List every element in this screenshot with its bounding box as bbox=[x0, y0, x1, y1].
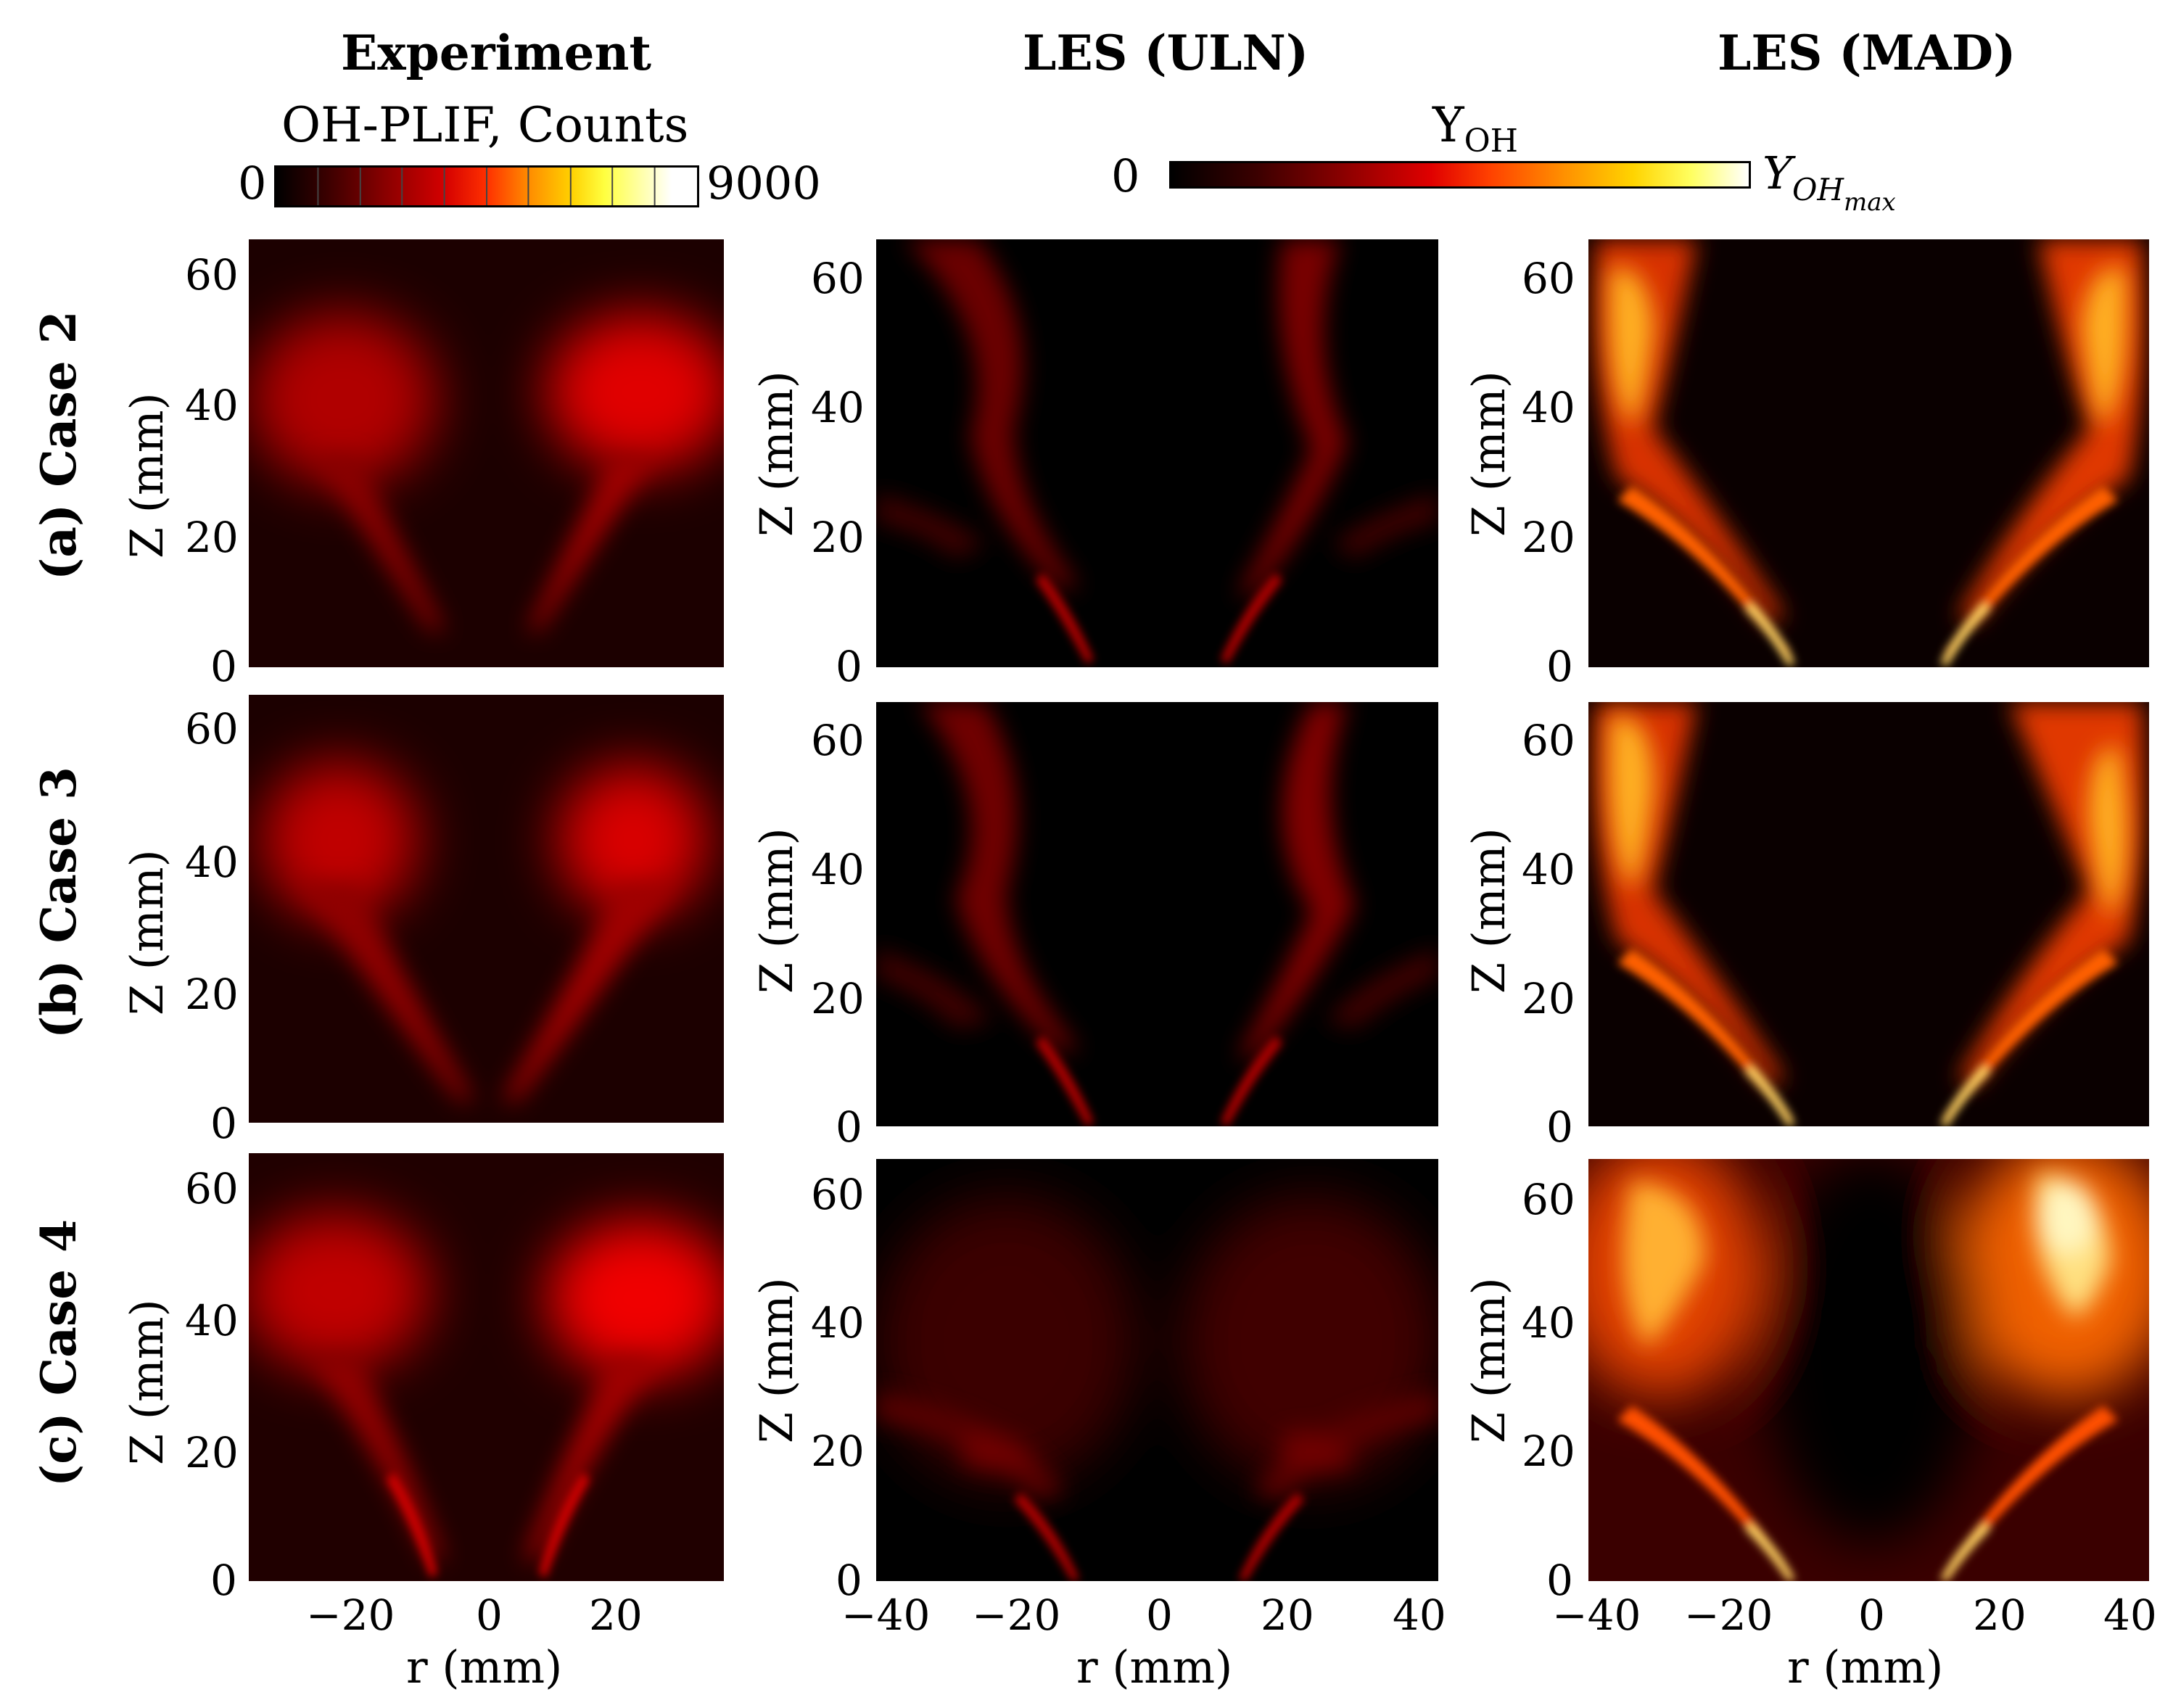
ylabel-uln-r2: Z (mm) bbox=[750, 828, 803, 994]
panel-experiment-case-2 bbox=[249, 239, 724, 667]
column-header-experiment: Experiment bbox=[341, 25, 651, 81]
ytick-uln-r1-60: 60 bbox=[811, 254, 865, 303]
xtick-exp-neg20: −20 bbox=[306, 1591, 395, 1640]
xtick-uln-0: 0 bbox=[1146, 1591, 1173, 1640]
ytick-exp-r1-40: 40 bbox=[185, 381, 239, 430]
ytick-mad-r3-0: 0 bbox=[1546, 1556, 1573, 1605]
ytick-uln-r1-40: 40 bbox=[811, 383, 865, 432]
ytick-exp-r3-60: 60 bbox=[185, 1164, 239, 1213]
ytick-exp-r2-20: 20 bbox=[185, 970, 239, 1019]
ytick-mad-r1-60: 60 bbox=[1522, 254, 1575, 303]
colorbar-les bbox=[1169, 161, 1751, 189]
ytick-mad-r2-20: 20 bbox=[1522, 974, 1575, 1023]
ytick-uln-r3-60: 60 bbox=[811, 1170, 865, 1219]
ytick-mad-r2-0: 0 bbox=[1546, 1102, 1573, 1152]
xtick-mad-20: 20 bbox=[1973, 1591, 2027, 1640]
ytick-mad-r2-40: 40 bbox=[1522, 845, 1575, 894]
panel-les-mad-case-2 bbox=[1588, 239, 2149, 667]
ytick-mad-r3-40: 40 bbox=[1522, 1298, 1575, 1348]
panel-les-uln-case-3 bbox=[876, 702, 1438, 1126]
xlabel-experiment: r (mm) bbox=[406, 1641, 563, 1693]
panel-experiment-case-3 bbox=[249, 695, 724, 1123]
ytick-exp-r1-0: 0 bbox=[210, 642, 237, 691]
ylabel-exp-r1: Z (mm) bbox=[120, 392, 173, 558]
xlabel-les-mad: r (mm) bbox=[1787, 1641, 1944, 1693]
ytick-exp-r3-20: 20 bbox=[185, 1428, 239, 1477]
ytick-exp-r2-60: 60 bbox=[185, 704, 239, 754]
xtick-uln-20: 20 bbox=[1261, 1591, 1314, 1640]
xtick-mad-neg40: −40 bbox=[1552, 1591, 1641, 1640]
xtick-uln-neg40: −40 bbox=[841, 1591, 931, 1640]
xtick-exp-20: 20 bbox=[589, 1591, 643, 1640]
colorbar-max-experiment: 9000 bbox=[706, 157, 821, 210]
panel-les-mad-case-3 bbox=[1588, 702, 2149, 1126]
ytick-uln-r2-0: 0 bbox=[836, 1102, 862, 1152]
ylabel-mad-r3: Z (mm) bbox=[1462, 1277, 1515, 1443]
colorbar-experiment bbox=[274, 165, 699, 207]
xtick-mad-40: 40 bbox=[2103, 1591, 2157, 1640]
ytick-uln-r3-20: 20 bbox=[811, 1427, 865, 1476]
ylabel-mad-r1: Z (mm) bbox=[1462, 371, 1515, 537]
ytick-exp-r3-0: 0 bbox=[210, 1556, 237, 1605]
colorbar-min-les: 0 bbox=[1111, 149, 1140, 202]
ytick-uln-r2-40: 40 bbox=[811, 845, 865, 894]
ytick-exp-r1-20: 20 bbox=[185, 513, 239, 562]
ytick-exp-r1-60: 60 bbox=[185, 250, 239, 300]
ytick-mad-r3-20: 20 bbox=[1522, 1427, 1575, 1476]
panel-les-mad-case-4 bbox=[1588, 1159, 2149, 1581]
ytick-mad-r2-60: 60 bbox=[1522, 716, 1575, 765]
ytick-mad-r3-60: 60 bbox=[1522, 1175, 1575, 1224]
row-label-case-2: (a) Case 2 bbox=[30, 310, 87, 580]
column-header-les-mad: LES (MAD) bbox=[1718, 25, 2016, 81]
colorbar-title-oh-plif: OH-PLIF, Counts bbox=[281, 97, 689, 153]
xtick-mad-neg20: −20 bbox=[1684, 1591, 1773, 1640]
xtick-uln-neg20: −20 bbox=[972, 1591, 1061, 1640]
ytick-uln-r1-20: 20 bbox=[811, 513, 865, 562]
ytick-exp-r2-0: 0 bbox=[210, 1099, 237, 1148]
ylabel-exp-r2: Z (mm) bbox=[120, 849, 173, 1015]
xlabel-les-uln: r (mm) bbox=[1076, 1641, 1233, 1693]
row-label-case-4: (c) Case 4 bbox=[30, 1219, 87, 1487]
row-label-case-3: (b) Case 3 bbox=[30, 767, 87, 1039]
panel-les-uln-case-2 bbox=[876, 239, 1438, 667]
ytick-mad-r1-40: 40 bbox=[1522, 383, 1575, 432]
ytick-mad-r1-20: 20 bbox=[1522, 513, 1575, 562]
ytick-uln-r3-40: 40 bbox=[811, 1298, 865, 1348]
colorbar-max-les: YOHmax bbox=[1762, 147, 1896, 217]
panel-les-uln-case-4 bbox=[876, 1159, 1438, 1581]
ylabel-exp-r3: Z (mm) bbox=[120, 1299, 173, 1465]
ylabel-uln-r3: Z (mm) bbox=[750, 1277, 803, 1443]
ytick-uln-r3-0: 0 bbox=[836, 1556, 862, 1605]
column-header-les-uln: LES (ULN) bbox=[1023, 25, 1309, 81]
xtick-mad-0: 0 bbox=[1858, 1591, 1885, 1640]
ytick-exp-r3-40: 40 bbox=[185, 1296, 239, 1345]
ytick-uln-r2-20: 20 bbox=[811, 974, 865, 1023]
colorbar-min-experiment: 0 bbox=[238, 157, 267, 210]
xtick-exp-0: 0 bbox=[476, 1591, 503, 1640]
ytick-mad-r1-0: 0 bbox=[1546, 642, 1573, 691]
panel-experiment-case-4 bbox=[249, 1153, 724, 1581]
xtick-uln-40: 40 bbox=[1393, 1591, 1446, 1640]
ytick-uln-r2-60: 60 bbox=[811, 716, 865, 765]
ylabel-uln-r1: Z (mm) bbox=[750, 371, 803, 537]
ytick-uln-r1-0: 0 bbox=[836, 642, 862, 691]
ytick-exp-r2-40: 40 bbox=[185, 838, 239, 887]
ylabel-mad-r2: Z (mm) bbox=[1462, 828, 1515, 994]
colorbar-title-yoh: YOH bbox=[1432, 97, 1519, 160]
